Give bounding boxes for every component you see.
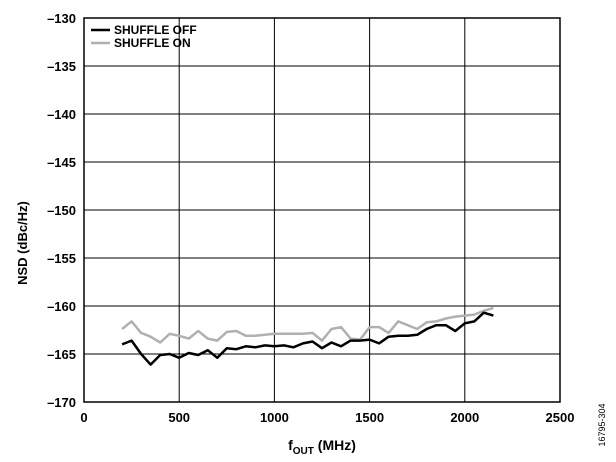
legend-label-shuffle-off: SHUFFLE OFF (114, 23, 197, 37)
y-tick-label: –140 (47, 107, 76, 122)
y-tick-label: –165 (47, 347, 76, 362)
legend: SHUFFLE OFF SHUFFLE ON (91, 23, 197, 50)
x-axis-title: fOUT (MHz) (288, 437, 356, 457)
x-tick-label: 2500 (546, 410, 575, 425)
y-tick-label: –160 (47, 299, 76, 314)
y-tick-label: –130 (47, 11, 76, 26)
series-line-shuffle-on (121, 306, 494, 344)
plot-frame (83, 17, 561, 403)
x-tick-label: 1000 (260, 410, 289, 425)
x-tick-label: 500 (168, 410, 190, 425)
figure-id: 16795-304 (597, 403, 607, 446)
y-axis-title: NSD (dBc/Hz) (15, 201, 30, 285)
x-axis-title-unit: (MHz) (314, 437, 356, 453)
x-tick-labels: 0 500 1000 1500 2000 2500 (80, 410, 574, 425)
y-tick-label: –145 (47, 155, 76, 170)
y-tick-label: –170 (47, 395, 76, 410)
y-tick-labels: –130 –135 –140 –145 –150 –155 –160 –165 –170 (47, 11, 76, 410)
legend-label-shuffle-on: SHUFFLE ON (114, 36, 191, 50)
y-tick-label: –135 (47, 59, 76, 74)
x-tick-label: 1500 (355, 410, 384, 425)
x-axis-title-subscript: OUT (293, 446, 314, 457)
y-tick-label: –150 (47, 203, 76, 218)
series-layer (121, 306, 494, 366)
grid (83, 17, 561, 403)
x-tick-label: 2000 (450, 410, 479, 425)
x-tick-label: 0 (80, 410, 87, 425)
y-tick-label: –155 (47, 251, 76, 266)
x-axis-title-main: f (288, 437, 293, 453)
series-line-shuffle-off (121, 311, 494, 366)
